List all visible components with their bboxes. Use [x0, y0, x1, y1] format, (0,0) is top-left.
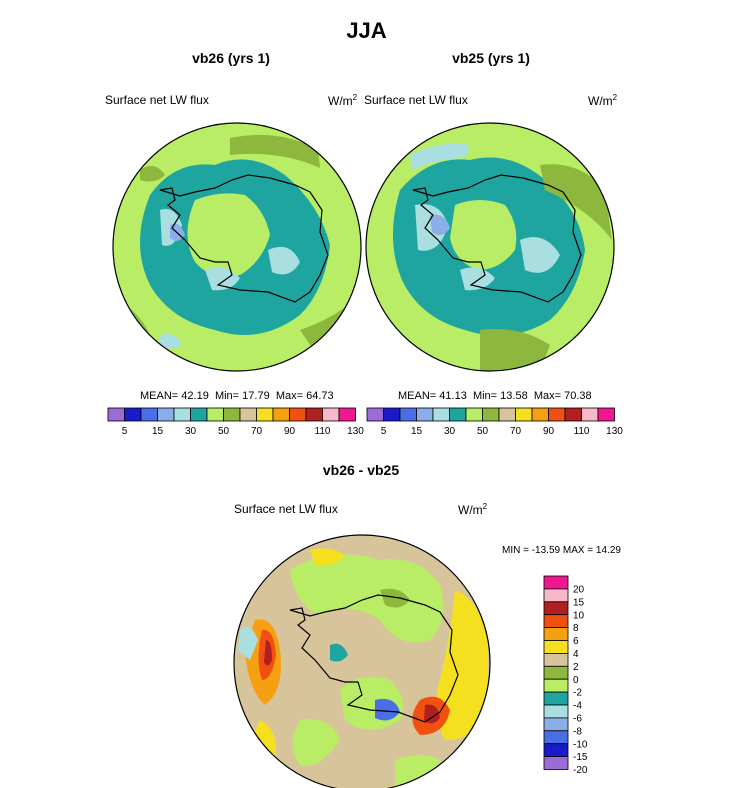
diff-map [234, 535, 490, 788]
diff-variable: Surface net LW flux [234, 502, 338, 516]
diff-colorbar-swatch [543, 601, 569, 616]
diff-colorbar-swatch [543, 575, 569, 590]
panel1-colorbar-tick-label: 5 [122, 426, 128, 437]
panel2-colorbar-swatch [498, 407, 516, 422]
diff-colorbar-tick-label: 15 [573, 597, 585, 608]
panel1-colorbar-swatch [305, 407, 323, 422]
panel2-colorbar-swatch [449, 407, 467, 422]
panel1-title: vb26 (yrs 1) [192, 50, 270, 66]
figure-title: JJA [346, 18, 387, 43]
diff-colorbar-swatch [543, 588, 569, 603]
panel1-colorbar-swatch [256, 407, 274, 422]
panel1-colorbar-swatch [124, 407, 142, 422]
diff-colorbar-swatch [543, 730, 569, 745]
panel1-units: W/m2 [328, 93, 358, 108]
diff-colorbar-swatch [543, 665, 569, 680]
diff-colorbar-tick-label: 0 [573, 675, 579, 686]
panel1-colorbar-tick-label: 70 [251, 426, 263, 437]
panel2-units: W/m2 [588, 93, 618, 108]
diff-map-border [233, 534, 491, 788]
diff-colorbar-swatch [543, 756, 569, 770]
diff-colorbar-swatch [543, 614, 569, 629]
diff-colorbar-tick-label: 8 [573, 623, 579, 634]
diff-colorbar-swatch [543, 627, 569, 641]
diff-colorbar-swatch [543, 691, 569, 706]
panel1-colorbar-swatch [272, 407, 290, 422]
panel2-colorbar-tick-label: 110 [574, 426, 590, 437]
panel1-colorbar-swatch [107, 407, 125, 422]
panel1-colorbar-swatch [338, 407, 356, 422]
diff-colorbar-swatch [543, 743, 569, 758]
panel1-colorbar-swatch [190, 407, 208, 422]
panel2-stats: MEAN= 41.13 Min= 13.58 Max= 70.38 [398, 390, 592, 402]
panel1-colorbar-tick-label: 130 [347, 426, 364, 437]
panel2-colorbar-swatch [597, 407, 615, 422]
panel2-colorbar-swatch [515, 407, 533, 422]
panel1-colorbar-swatch [223, 407, 241, 422]
panel2-colorbar-swatch [564, 407, 582, 422]
panel1-colorbar-tick-label: 110 [315, 426, 331, 437]
panel1-colorbar-swatch [289, 407, 307, 422]
panel1-colorbar-tick-label: 15 [152, 426, 164, 437]
panel2-map-border [365, 122, 615, 372]
panel1-colorbar-swatch [322, 407, 340, 422]
panel1-colorbar-tick-label: 90 [284, 426, 296, 437]
panel2-colorbar-tick-label: 70 [510, 426, 522, 437]
panel2-colorbar-swatch [383, 407, 401, 422]
panel2-colorbar-tick-label: 50 [477, 426, 489, 437]
diff-colorbar-tick-label: -15 [573, 752, 588, 763]
panel1-colorbar-tick-label: 50 [218, 426, 230, 437]
panel1-variable: Surface net LW flux [105, 93, 209, 107]
diff-colorbar-swatch [543, 717, 569, 732]
diff-title: vb26 - vb25 [322, 462, 400, 478]
panel1-colorbar-tick-label: 30 [185, 426, 197, 437]
diff-colorbar-tick-label: 6 [573, 636, 579, 647]
panel2-colorbar-tick-label: 90 [543, 426, 555, 437]
panel2-colorbar-tick-label: 5 [381, 426, 387, 437]
diff-colorbar-tick-label: 4 [573, 649, 579, 660]
diff-colorbar-swatch [543, 653, 569, 667]
panel2-colorbar-tick-label: 30 [444, 426, 456, 437]
panel1-colorbar-swatch [140, 407, 158, 422]
panel2-colorbar-swatch [581, 407, 599, 422]
diff-colorbar-tick-label: -6 [573, 713, 582, 724]
diff-colorbar-swatch [543, 640, 569, 654]
panel1-stats: MEAN= 42.19 Min= 17.79 Max= 64.73 [140, 390, 334, 402]
panel1-map [113, 123, 361, 371]
panel1-colorbar-swatch [157, 407, 175, 422]
diff-units: W/m2 [458, 502, 488, 517]
panel2-colorbar: 5 15 30 50 70 90 110 130 [366, 407, 623, 437]
diff-colorbar-tick-label: -20 [573, 765, 588, 776]
diff-colorbar-tick-label: 20 [573, 584, 585, 595]
panel2-map [366, 123, 614, 371]
diff-colorbar-tick-label: -10 [573, 739, 588, 750]
diff-colorbar-swatch [543, 704, 569, 719]
panel1-map-border [112, 122, 362, 372]
panel2-colorbar-tick-label: 15 [411, 426, 423, 437]
panel2-variable: Surface net LW flux [364, 93, 468, 107]
panel2-colorbar-swatch [416, 407, 434, 422]
diff-colorbar-tick-label: -4 [573, 701, 582, 712]
diff-colorbar-tick-label: -8 [573, 726, 582, 737]
panel2-title: vb25 (yrs 1) [452, 50, 530, 66]
panel2-colorbar-swatch [531, 407, 549, 422]
diff-colorbar-swatch [543, 678, 569, 693]
diff-colorbar-tick-label: 10 [573, 610, 585, 621]
panel1-colorbar: 5 15 30 50 70 90 110 130 [107, 407, 364, 437]
panel2-colorbar-swatch [548, 407, 566, 422]
panel2-colorbar-swatch [465, 407, 483, 422]
panel1-colorbar-swatch [206, 407, 224, 422]
diff-minmax: MIN = -13.59 MAX = 14.29 [502, 545, 621, 556]
panel2-colorbar-tick-label: 130 [606, 426, 623, 437]
panel1-colorbar-swatch [239, 407, 257, 422]
panel2-colorbar-swatch [399, 407, 417, 422]
panel2-colorbar-swatch [432, 407, 450, 422]
diff-colorbar-tick-label: 2 [573, 662, 579, 673]
panel1-colorbar-swatch [173, 407, 191, 422]
panel2-colorbar-swatch [366, 407, 384, 422]
diff-colorbar-tick-label: -2 [573, 688, 582, 699]
panel2-colorbar-swatch [482, 407, 500, 422]
